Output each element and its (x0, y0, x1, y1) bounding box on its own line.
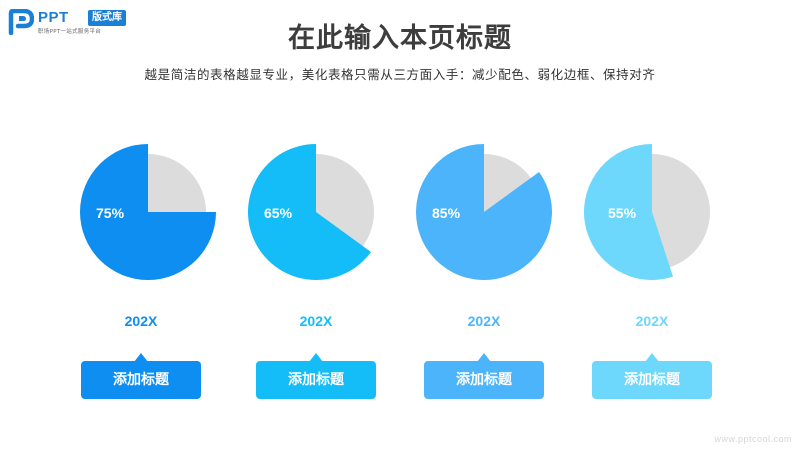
year-label-4: 202X (635, 313, 669, 329)
pie-percent-label: 85% (432, 205, 461, 221)
pie-chart-2: 65% (247, 144, 374, 280)
watermark: www.pptcool.com (714, 434, 792, 444)
pointer-triangle-icon (309, 353, 323, 362)
add-title-button-2[interactable]: 添加标题 (256, 353, 376, 399)
pie-slice-value (415, 144, 552, 280)
page-subtitle: 越是简洁的表格越显专业，美化表格只需从三方面入手：减少配色、弱化边框、保持对齐 (144, 67, 656, 82)
pie-chart-1: 75% (80, 144, 216, 280)
year-label-3: 202X (467, 313, 501, 329)
year-label-2: 202X (299, 313, 333, 329)
add-title-button-1[interactable]: 添加标题 (81, 353, 201, 399)
button-label: 添加标题 (456, 372, 512, 388)
pie-percent-label: 55% (608, 205, 637, 221)
pointer-triangle-icon (645, 353, 659, 362)
pie-slice-value (247, 144, 372, 280)
button-label: 添加标题 (288, 372, 344, 388)
brand-logo: PPT 版式库 职场PPT一站式服务平台 (8, 8, 158, 36)
add-title-button-3[interactable]: 添加标题 (424, 353, 544, 399)
pie-chart-3: 85% (415, 144, 552, 280)
pie-percent-label: 75% (96, 205, 125, 221)
logo-brand-text: PPT (38, 9, 69, 26)
pie-slice-value (583, 144, 674, 280)
pointer-triangle-icon (477, 353, 491, 362)
page-title: 在此输入本页标题 (288, 23, 512, 54)
logo-tagline: 职场PPT一站式服务平台 (38, 29, 102, 35)
pie-slice-value (80, 144, 216, 280)
year-label-1: 202X (124, 313, 158, 329)
pie-chart-4: 55% (583, 144, 710, 280)
button-label: 添加标题 (113, 372, 169, 388)
add-title-button-4[interactable]: 添加标题 (592, 353, 712, 399)
ppt-logo-icon (8, 9, 34, 35)
logo-tag: 版式库 (88, 10, 126, 26)
button-label: 添加标题 (624, 372, 680, 388)
pie-percent-label: 65% (264, 205, 293, 221)
pointer-triangle-icon (134, 353, 148, 362)
